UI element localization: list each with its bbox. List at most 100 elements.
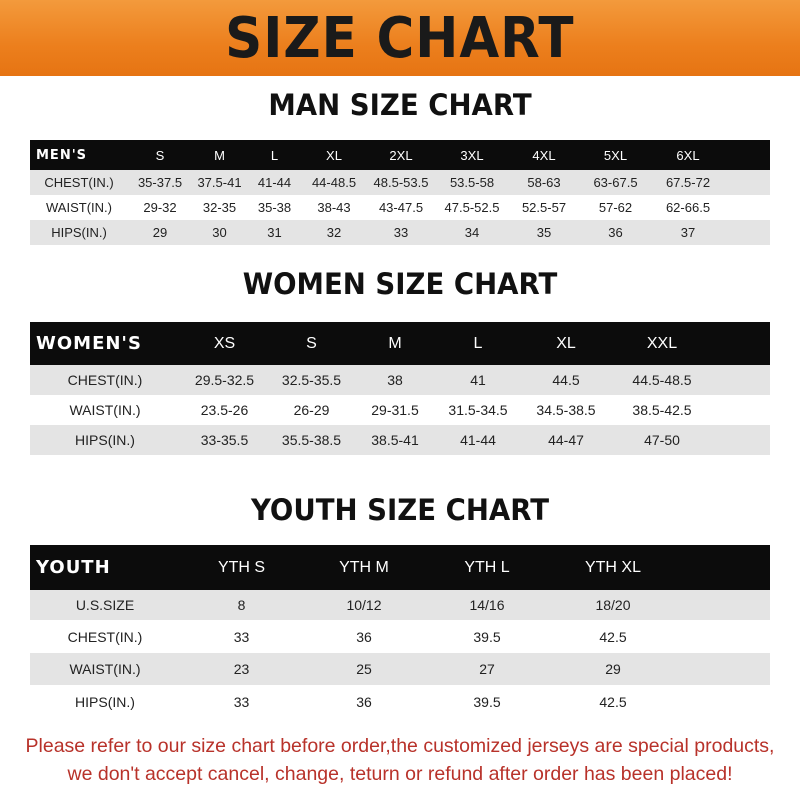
notice-line-1: Please refer to our size chart before or… <box>25 735 775 757</box>
column-header-6xl: 6XL <box>651 140 725 170</box>
table-cell: 29 <box>549 653 677 685</box>
table-cell: 10/12 <box>303 590 425 620</box>
youth-section-title: YOUTH SIZE CHART <box>250 493 550 527</box>
table-cell: 33 <box>180 620 303 653</box>
header-filler <box>677 545 770 590</box>
table-cell: 38.5-42.5 <box>612 395 712 425</box>
table-cell: 27 <box>425 653 549 685</box>
row-filler <box>712 365 770 395</box>
table-cell: 43-47.5 <box>366 195 436 220</box>
row-filler <box>725 220 770 245</box>
table-cell: 31.5-34.5 <box>436 395 520 425</box>
column-header-xs: XS <box>180 322 269 365</box>
column-header-yth-s: YTH S <box>180 545 303 590</box>
table-cell: 44-47 <box>520 425 612 455</box>
row-label: CHEST(IN.) <box>30 620 180 653</box>
table-cell: 32-35 <box>192 195 247 220</box>
header-filler <box>712 322 770 365</box>
column-header-xl: XL <box>302 140 366 170</box>
row-label: CHEST(IN.) <box>30 365 180 395</box>
table-cell: 67.5-72 <box>651 170 725 195</box>
table-cell: 36 <box>580 220 651 245</box>
table-cell: 42.5 <box>549 685 677 718</box>
column-header-yth-xl: YTH XL <box>549 545 677 590</box>
row-label: HIPS(IN.) <box>30 220 128 245</box>
table-cell: 35-38 <box>247 195 302 220</box>
table-header-label: MEN'S <box>30 140 128 170</box>
table-cell: 39.5 <box>425 685 549 718</box>
table-cell: 53.5-58 <box>436 170 508 195</box>
column-header-m: M <box>354 322 436 365</box>
column-header-yth-m: YTH M <box>303 545 425 590</box>
men-size-table: MEN'S S M L XL 2XL 3XL 4XL 5XL 6XL CHEST(IN.) 35-37… <box>30 140 770 245</box>
table-cell: 29 <box>128 220 192 245</box>
column-header-4xl: 4XL <box>508 140 580 170</box>
table-cell: 38.5-41 <box>354 425 436 455</box>
table-cell: 44.5-48.5 <box>612 365 712 395</box>
table-cell: 30 <box>192 220 247 245</box>
row-label: U.S.SIZE <box>30 590 180 620</box>
row-label: CHEST(IN.) <box>30 170 128 195</box>
row-filler <box>712 395 770 425</box>
column-header-l: L <box>436 322 520 365</box>
women-section-title: WOMEN SIZE CHART <box>242 267 558 301</box>
table-cell: 26-29 <box>269 395 354 425</box>
row-label: WAIST(IN.) <box>30 195 128 220</box>
table-cell: 29-31.5 <box>354 395 436 425</box>
table-cell: 33-35.5 <box>180 425 269 455</box>
table-cell: 42.5 <box>549 620 677 653</box>
table-cell: 23 <box>180 653 303 685</box>
column-header-yth-l: YTH L <box>425 545 549 590</box>
banner-title: SIZE CHART <box>225 5 575 71</box>
table-cell: 34.5-38.5 <box>520 395 612 425</box>
column-header-2xl: 2XL <box>366 140 436 170</box>
table-cell: 44.5 <box>520 365 612 395</box>
table-cell: 29.5-32.5 <box>180 365 269 395</box>
table-cell: 44-48.5 <box>302 170 366 195</box>
women-size-table: WOMEN'S XS S M L XL XXL CHEST(IN.) 29.5-32.5 32.5… <box>30 322 770 455</box>
table-cell: 25 <box>303 653 425 685</box>
table-header-label: WOMEN'S <box>30 322 180 365</box>
youth-size-table: YOUTH YTH S YTH M YTH L YTH XL U.S.SIZE 8 10/12… <box>30 545 770 718</box>
row-filler <box>677 620 770 653</box>
table-cell: 8 <box>180 590 303 620</box>
table-cell: 29-32 <box>128 195 192 220</box>
column-header-xl: XL <box>520 322 612 365</box>
table-cell: 38 <box>354 365 436 395</box>
row-filler <box>712 425 770 455</box>
row-filler <box>725 170 770 195</box>
table-cell: 38-43 <box>302 195 366 220</box>
header-filler <box>725 140 770 170</box>
table-cell: 35-37.5 <box>128 170 192 195</box>
table-cell: 41-44 <box>247 170 302 195</box>
table-cell: 37.5-41 <box>192 170 247 195</box>
table-cell: 58-63 <box>508 170 580 195</box>
column-header-xxl: XXL <box>612 322 712 365</box>
table-cell: 41 <box>436 365 520 395</box>
table-cell: 34 <box>436 220 508 245</box>
row-label: WAIST(IN.) <box>30 653 180 685</box>
row-filler <box>677 653 770 685</box>
table-cell: 39.5 <box>425 620 549 653</box>
table-cell: 35.5-38.5 <box>269 425 354 455</box>
table-cell: 52.5-57 <box>508 195 580 220</box>
column-header-l: L <box>247 140 302 170</box>
column-header-5xl: 5XL <box>580 140 651 170</box>
men-section-title: MAN SIZE CHART <box>268 88 532 122</box>
column-header-s: S <box>128 140 192 170</box>
column-header-s: S <box>269 322 354 365</box>
title-banner: SIZE CHART <box>0 0 800 76</box>
table-cell: 31 <box>247 220 302 245</box>
column-header-3xl: 3XL <box>436 140 508 170</box>
table-header-label: YOUTH <box>30 545 180 590</box>
row-filler <box>725 195 770 220</box>
row-label: WAIST(IN.) <box>30 395 180 425</box>
table-cell: 23.5-26 <box>180 395 269 425</box>
table-cell: 32.5-35.5 <box>269 365 354 395</box>
table-cell: 35 <box>508 220 580 245</box>
notice-line-2: we don't accept cancel, change, teturn o… <box>67 763 733 785</box>
table-cell: 36 <box>303 685 425 718</box>
table-cell: 57-62 <box>580 195 651 220</box>
table-cell: 62-66.5 <box>651 195 725 220</box>
row-filler <box>677 685 770 718</box>
